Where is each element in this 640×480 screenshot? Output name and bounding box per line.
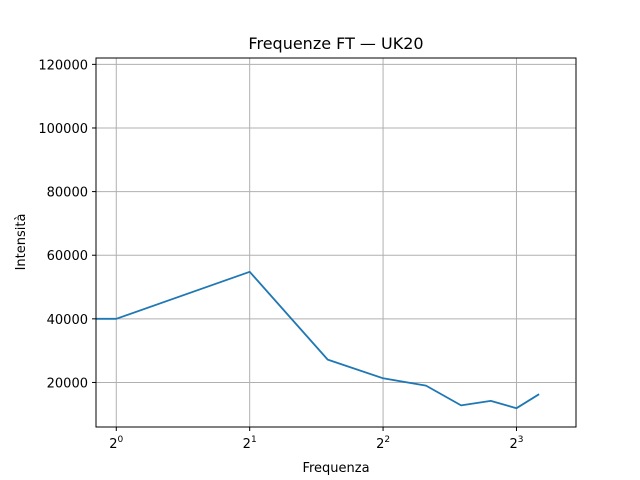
y-axis: 20000 40000 60000 80000 100000 120000 <box>38 58 96 391</box>
plot-frame <box>95 57 577 428</box>
grid <box>96 58 576 427</box>
y-tick-label: 40000 <box>47 313 88 328</box>
series-line <box>96 270 540 410</box>
x-tick-label: 21 <box>243 435 257 452</box>
chart-title: Frequenze FT — UK20 <box>248 34 423 53</box>
y-tick-label: 20000 <box>47 376 88 391</box>
y-tick-label: 80000 <box>47 186 88 201</box>
x-axis: 20 21 22 23 <box>109 427 523 452</box>
x-tick-label: 23 <box>509 435 523 452</box>
x-axis-label: Frequenza <box>302 461 369 476</box>
x-tick-label: 20 <box>109 435 123 452</box>
y-tick-label: 60000 <box>47 249 88 264</box>
x-tick-label: 22 <box>376 435 390 452</box>
y-axis-label: Intensità <box>14 214 29 271</box>
series-layer <box>96 270 540 410</box>
y-tick-label: 120000 <box>38 58 88 73</box>
y-tick-label: 100000 <box>38 122 88 137</box>
